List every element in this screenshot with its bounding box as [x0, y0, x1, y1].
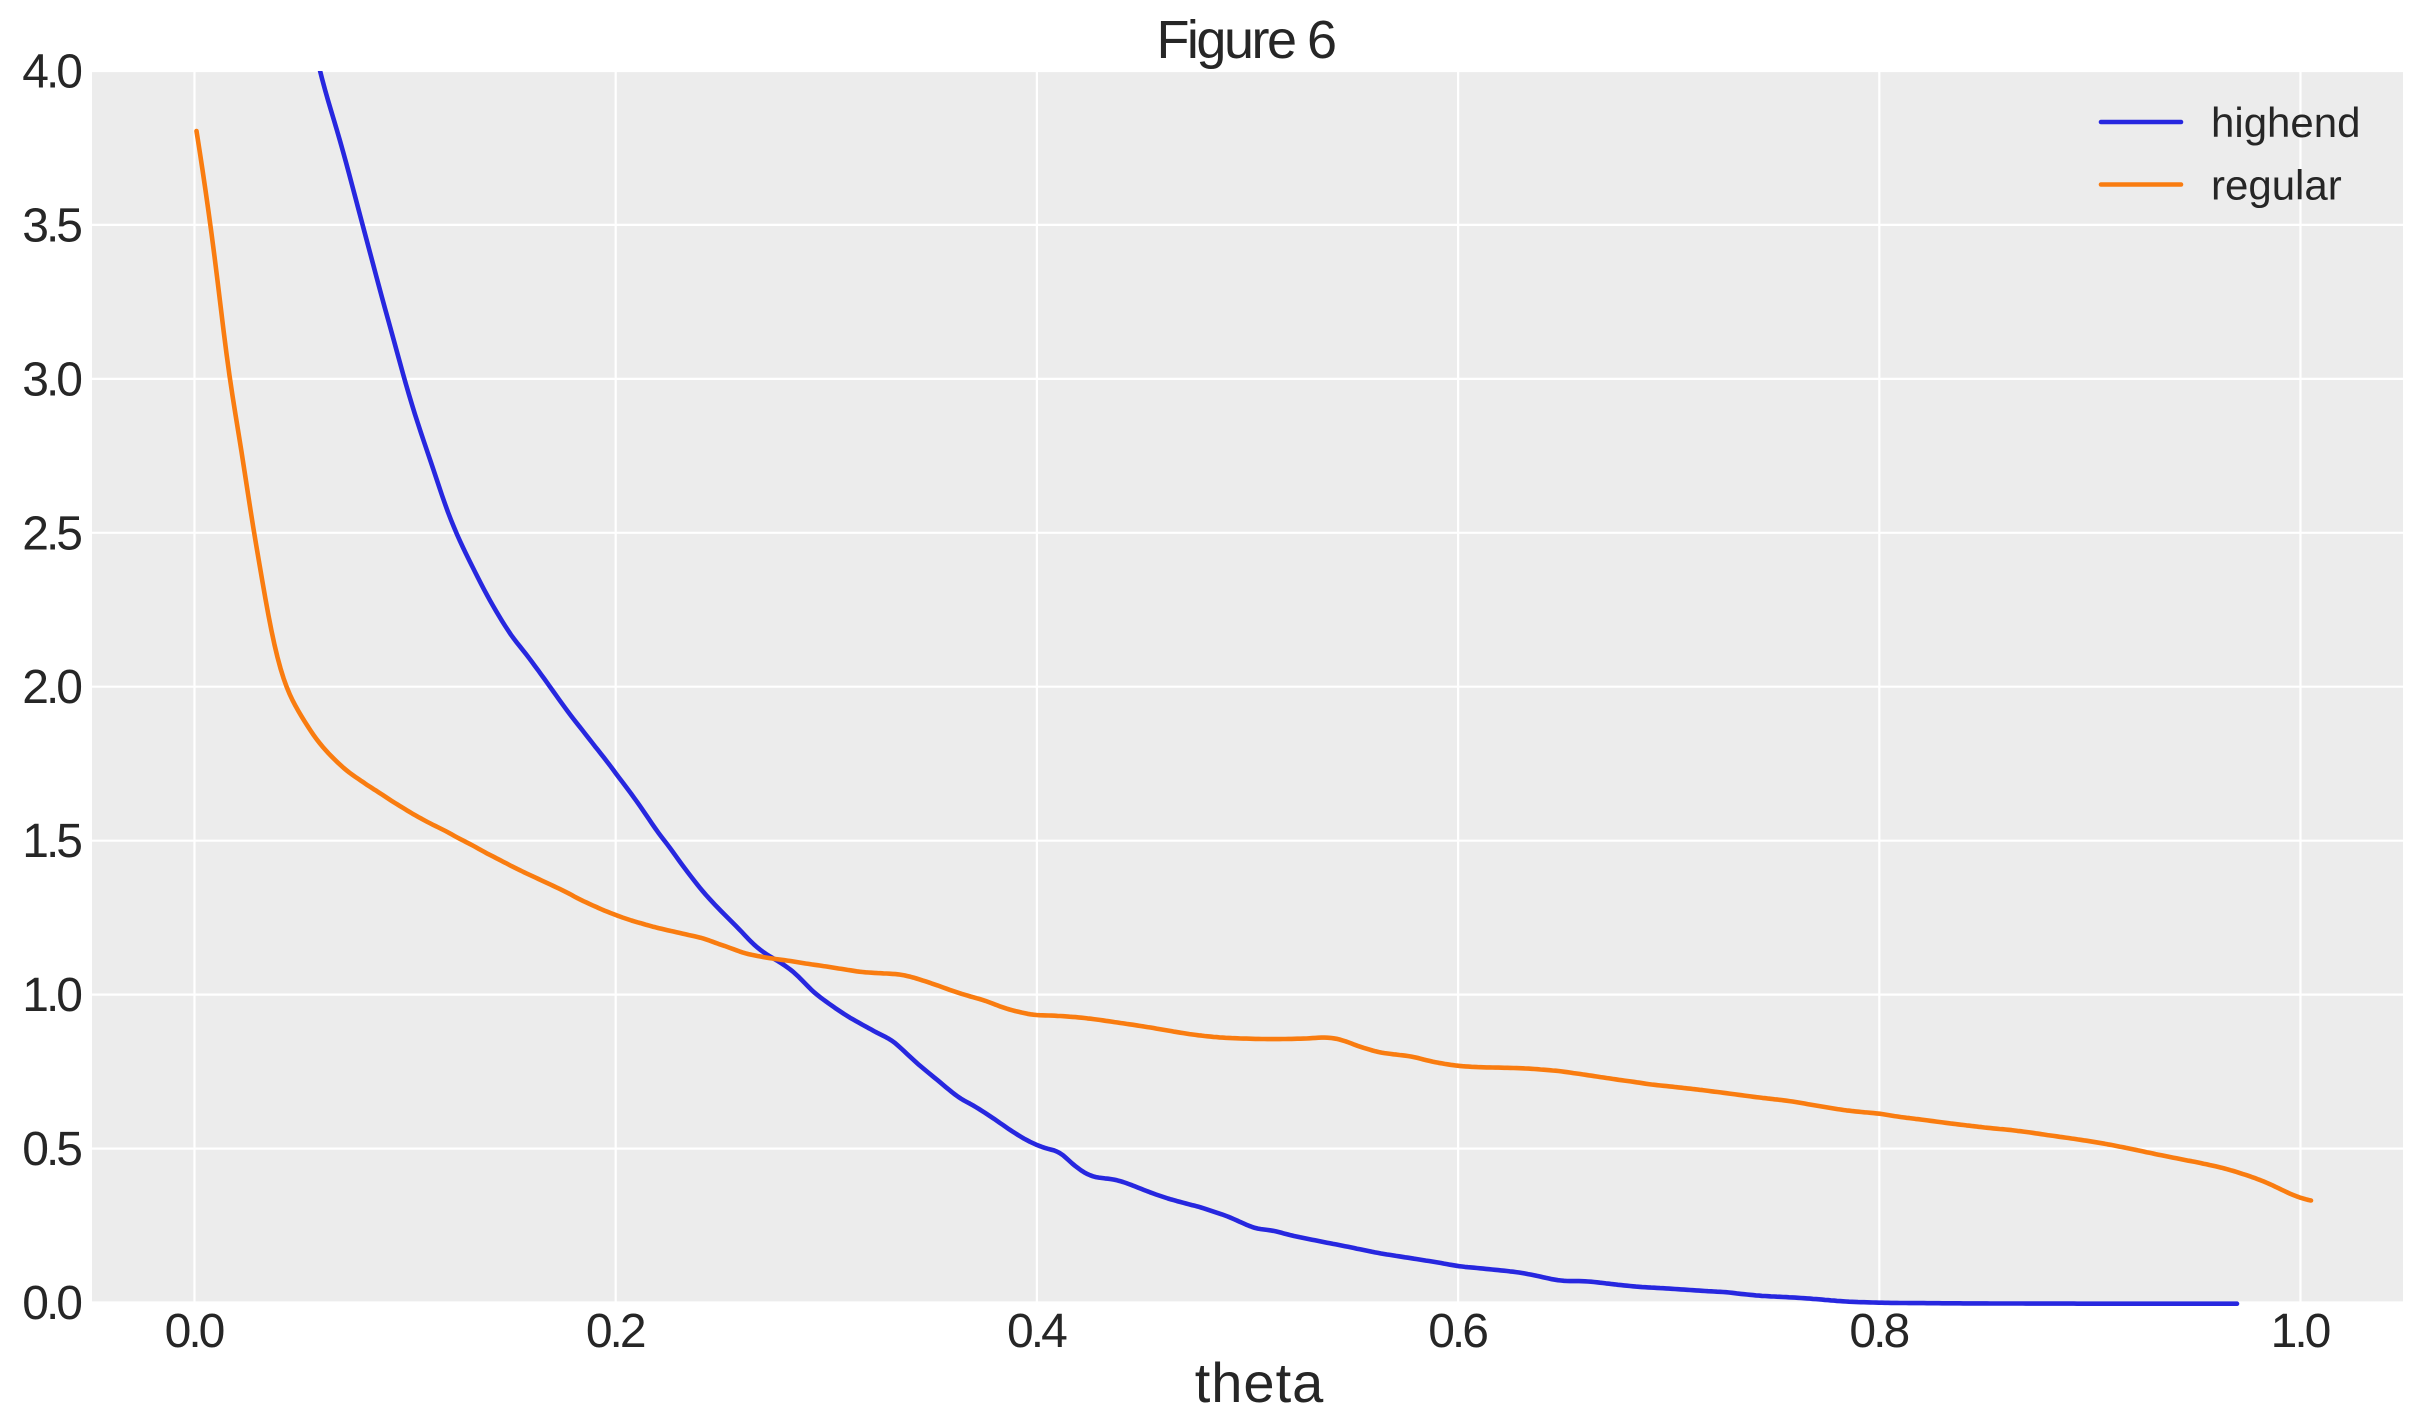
- svg-text:highend: highend: [2211, 99, 2360, 146]
- svg-text:0.8: 0.8: [1849, 1305, 1908, 1358]
- svg-text:0.4: 0.4: [1007, 1305, 1067, 1358]
- svg-text:1.0: 1.0: [22, 969, 81, 1022]
- svg-text:3.0: 3.0: [22, 353, 81, 406]
- svg-text:2.0: 2.0: [22, 661, 81, 714]
- svg-text:2.5: 2.5: [22, 507, 81, 560]
- svg-text:theta: theta: [1195, 1351, 1325, 1414]
- svg-text:1.5: 1.5: [22, 815, 81, 868]
- svg-text:0.5: 0.5: [22, 1123, 81, 1176]
- svg-text:0.2: 0.2: [586, 1305, 645, 1358]
- svg-text:4.0: 4.0: [22, 46, 81, 99]
- svg-text:3.5: 3.5: [22, 199, 81, 252]
- svg-text:0.0: 0.0: [165, 1305, 224, 1358]
- svg-text:1.0: 1.0: [2271, 1305, 2330, 1358]
- svg-text:0.0: 0.0: [22, 1277, 81, 1330]
- svg-text:Figure 6: Figure 6: [1156, 10, 1335, 70]
- svg-text:0.6: 0.6: [1428, 1305, 1487, 1358]
- svg-text:regular: regular: [2211, 162, 2342, 209]
